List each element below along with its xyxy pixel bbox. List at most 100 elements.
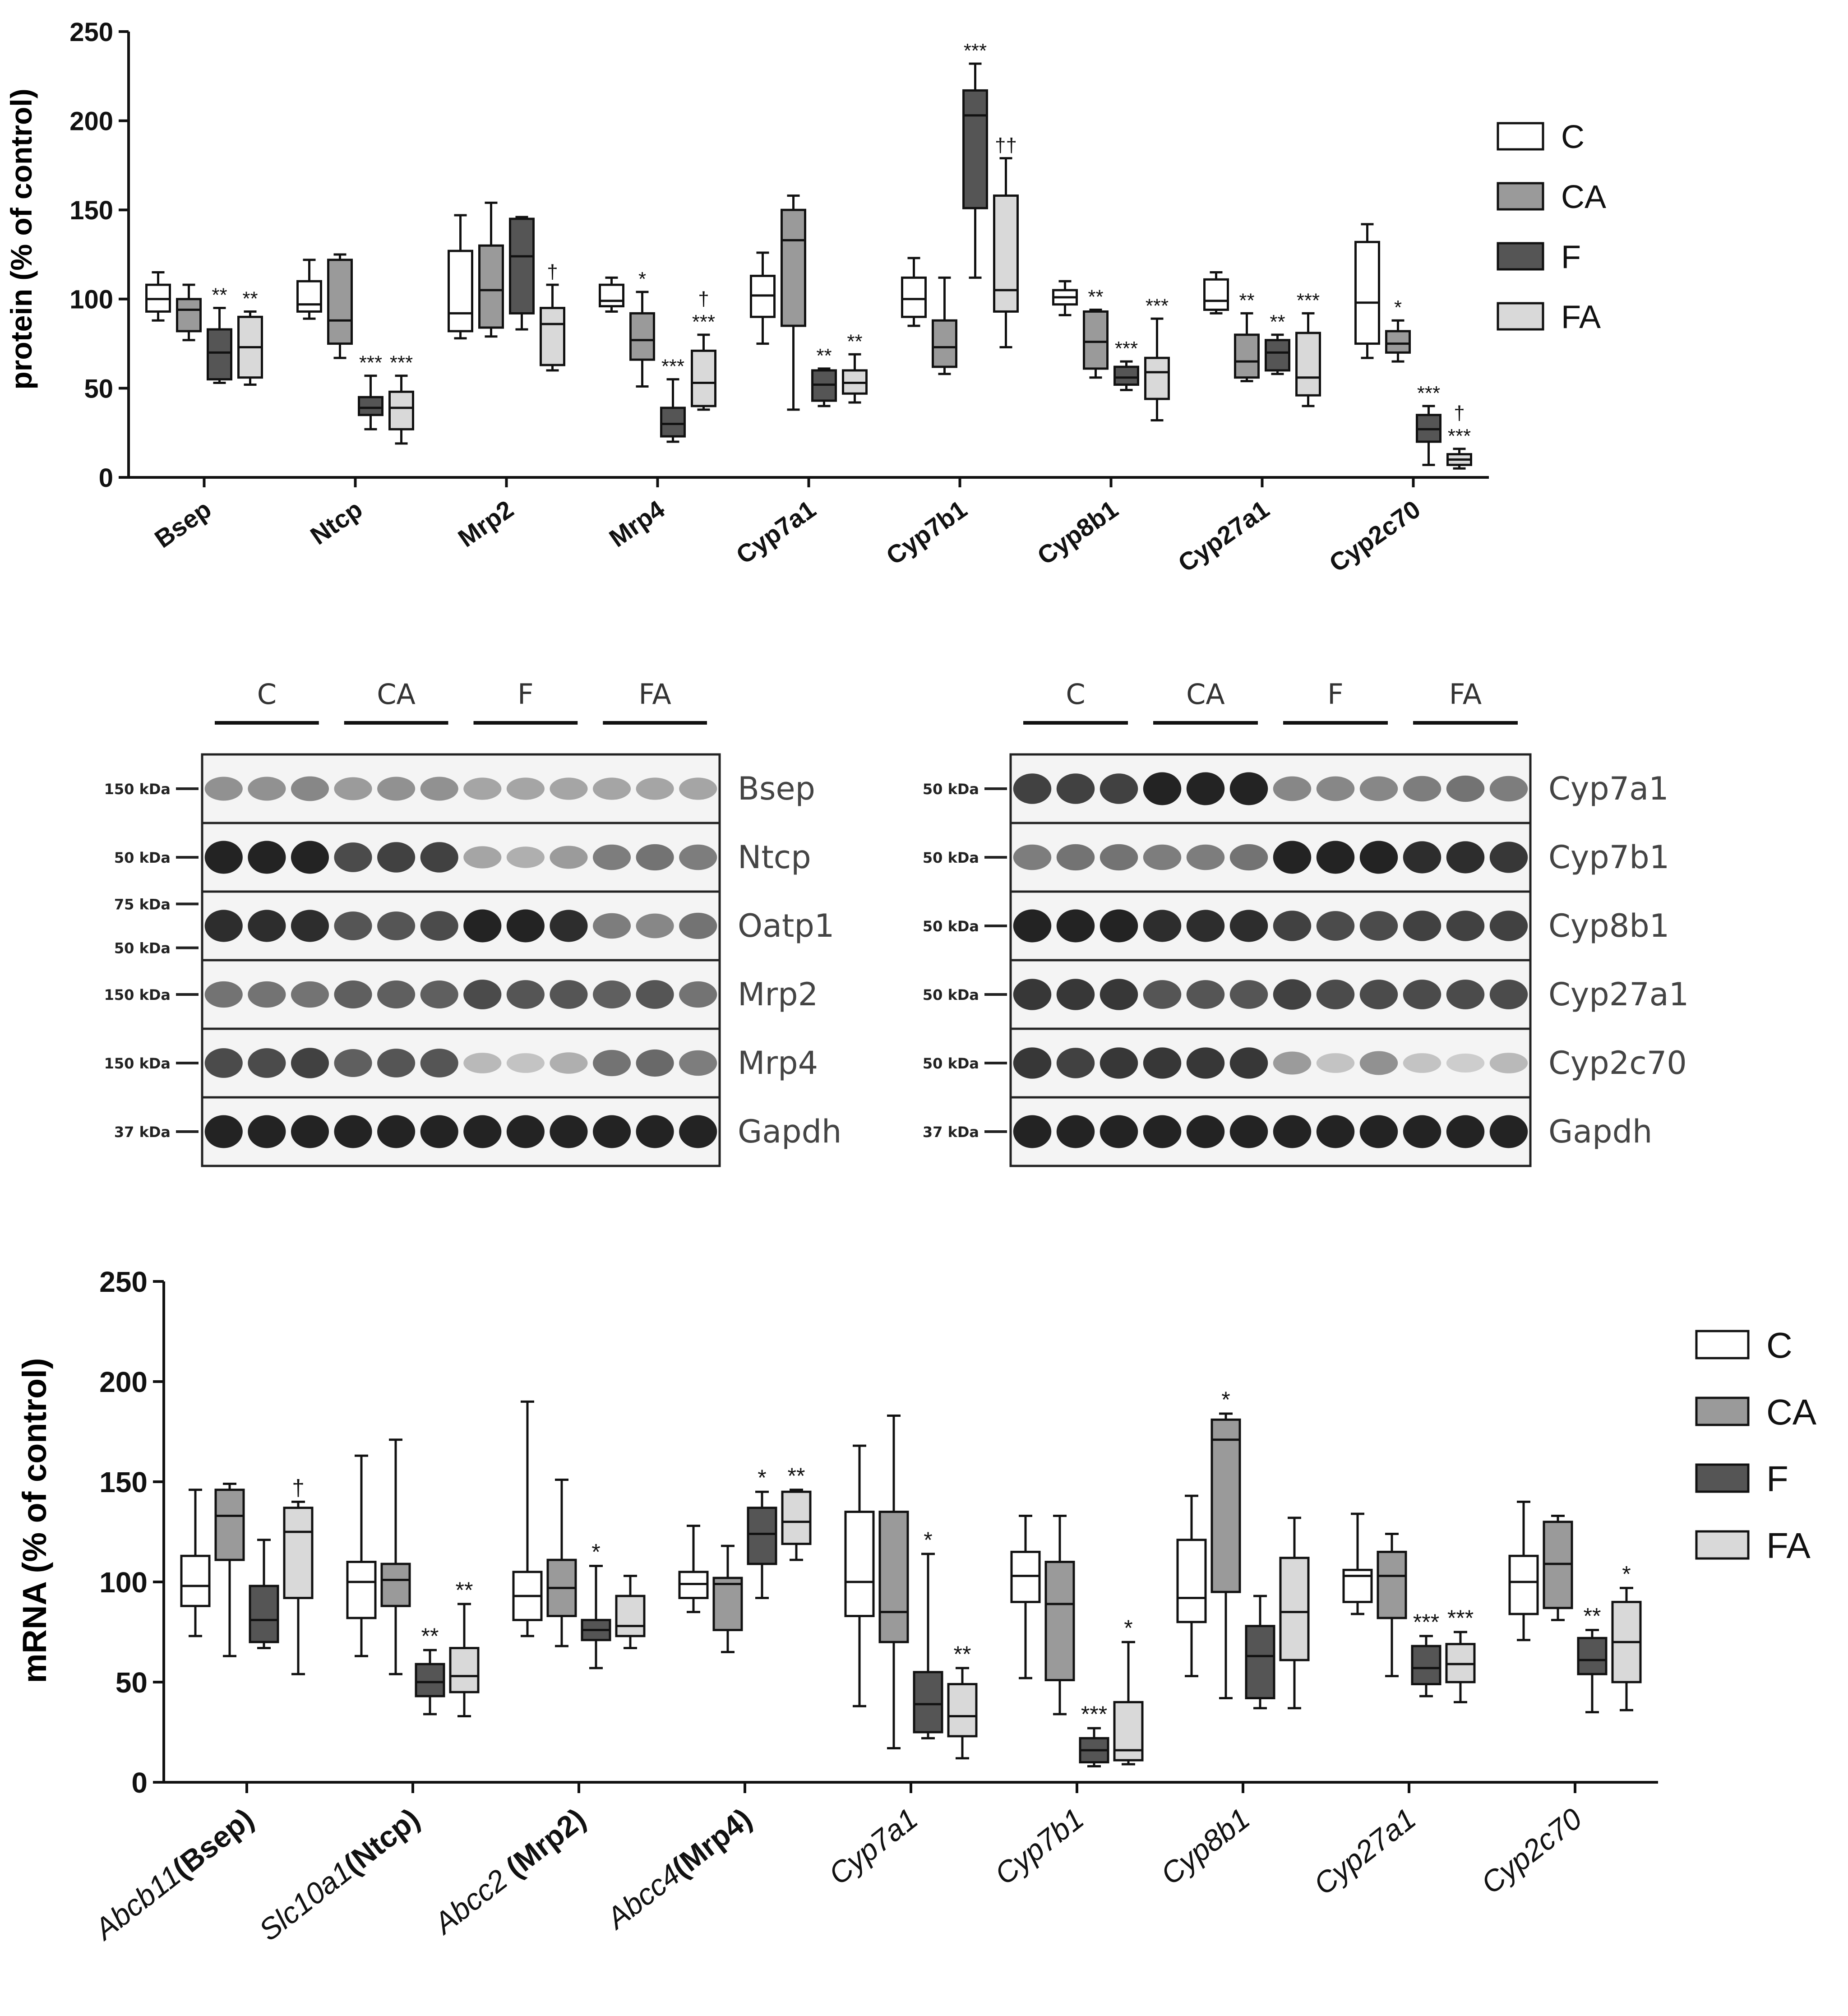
blot-band bbox=[1100, 979, 1138, 1010]
blot-row-label: Cyp7a1 bbox=[1548, 770, 1669, 807]
box-iqr bbox=[249, 1585, 279, 1643]
box-iqr bbox=[1234, 333, 1260, 379]
blot-band bbox=[291, 1048, 329, 1078]
blot-band bbox=[1143, 844, 1182, 870]
blot-row-label: Cyp7b1 bbox=[1548, 839, 1669, 876]
blot-panel-Gapdh bbox=[1009, 1096, 1532, 1167]
box-iqr bbox=[947, 1683, 978, 1738]
blot-row-label: Ntcp bbox=[738, 839, 811, 876]
mrna-box-C bbox=[1176, 1494, 1207, 1678]
box-iqr bbox=[660, 407, 686, 438]
blot-group-label-F: F bbox=[1327, 678, 1344, 711]
blot-marker-label: 75 kDa bbox=[114, 896, 171, 913]
protein-significance-label: *** bbox=[1297, 289, 1320, 311]
blot-marker-label: 50 kDa bbox=[114, 940, 171, 957]
blot-band bbox=[550, 1052, 588, 1074]
blot-band bbox=[1273, 979, 1312, 1010]
blot-band bbox=[592, 777, 631, 800]
legend-label-FA: FA bbox=[1561, 299, 1601, 335]
blot-panel-Mrp4 bbox=[201, 1027, 721, 1099]
mrna-box-C bbox=[346, 1454, 377, 1657]
blot-band bbox=[248, 910, 286, 942]
blot-band bbox=[1316, 776, 1355, 801]
blot-band bbox=[1316, 1053, 1355, 1073]
blot-band bbox=[679, 912, 717, 939]
mrna-significance-label: *** bbox=[1413, 1609, 1439, 1635]
box-iqr bbox=[901, 276, 927, 318]
box-iqr bbox=[781, 208, 806, 327]
protein-box-CA bbox=[1234, 312, 1260, 383]
protein-box-F bbox=[1113, 360, 1139, 391]
box-iqr bbox=[1279, 1557, 1310, 1661]
blot-band bbox=[1100, 844, 1138, 871]
box-iqr bbox=[1265, 339, 1290, 372]
western-blot-right: C CA F FA Cyp7a1 50 kDa Cyp7b1 50 kDa Cyp8b1 50 k… bbox=[923, 678, 1689, 1167]
box-iqr bbox=[878, 1511, 909, 1643]
mrna-box-FA bbox=[1113, 1641, 1144, 1766]
box-iqr bbox=[844, 1511, 875, 1617]
blot-panel-Gapdh bbox=[201, 1096, 721, 1167]
blot-band bbox=[248, 777, 286, 801]
blot-band bbox=[1013, 844, 1052, 870]
box-iqr bbox=[380, 1563, 411, 1607]
protein-significance-label: ** bbox=[847, 330, 862, 352]
blot-band bbox=[1446, 841, 1485, 874]
protein-box-F bbox=[660, 378, 686, 443]
protein-significance-label: ** bbox=[1088, 286, 1103, 308]
protein-box-FA bbox=[1144, 317, 1170, 422]
blot-band bbox=[1359, 776, 1398, 801]
legend-label-F: F bbox=[1766, 1459, 1788, 1499]
blot-band bbox=[1100, 1115, 1138, 1148]
blot-band bbox=[592, 1115, 631, 1148]
protein-box-F bbox=[358, 375, 383, 430]
blot-band bbox=[204, 777, 243, 801]
blot-band bbox=[204, 1048, 243, 1078]
box-iqr bbox=[207, 328, 232, 381]
box-iqr bbox=[180, 1554, 211, 1607]
blot-band bbox=[1013, 773, 1052, 804]
mrna-box-FA bbox=[781, 1489, 812, 1561]
box-iqr bbox=[176, 298, 202, 333]
box-iqr bbox=[1508, 1554, 1539, 1615]
blot-group-label-FA: FA bbox=[1449, 678, 1482, 711]
box-iqr bbox=[358, 396, 383, 416]
mrna-significance-label: *** bbox=[1447, 1605, 1474, 1631]
protein-box-FA bbox=[388, 375, 414, 445]
mrna-box-FA bbox=[947, 1667, 978, 1760]
mrna-box-F bbox=[747, 1490, 777, 1600]
box-iqr bbox=[1577, 1637, 1608, 1675]
mrna-box-CA bbox=[1377, 1532, 1407, 1678]
protein-y-tick-label: 0 bbox=[99, 463, 113, 493]
mrna-box-C bbox=[180, 1489, 211, 1637]
blot-marker-label: 50 kDa bbox=[923, 1055, 979, 1072]
blot-band bbox=[204, 1115, 243, 1148]
protein-box-FA bbox=[1295, 312, 1321, 407]
box-iqr bbox=[913, 1671, 943, 1734]
blot-band bbox=[1403, 776, 1441, 802]
protein-box-CA bbox=[1385, 319, 1411, 363]
box-iqr bbox=[1411, 1645, 1441, 1685]
blot-band bbox=[1186, 844, 1225, 870]
protein-box-CA bbox=[1083, 309, 1109, 379]
protein-significance-label: † bbox=[698, 288, 709, 310]
protein-significance-label: *** bbox=[390, 352, 413, 374]
mrna-box-CA bbox=[1044, 1514, 1075, 1715]
protein-significance-label: † bbox=[1454, 402, 1465, 424]
blot-band bbox=[1143, 980, 1182, 1009]
legend-swatch-FA bbox=[1695, 1530, 1750, 1560]
box-iqr bbox=[388, 390, 414, 430]
mrna-y-tick-label: 200 bbox=[99, 1366, 148, 1398]
protein-box-C bbox=[448, 214, 473, 340]
mrna-box-CA bbox=[546, 1479, 577, 1647]
blot-group-label-F: F bbox=[517, 678, 534, 711]
blot-row-label: Cyp27a1 bbox=[1548, 976, 1689, 1013]
blot-band bbox=[1489, 1115, 1528, 1148]
blot-band bbox=[334, 980, 372, 1009]
blot-band bbox=[550, 1115, 588, 1148]
protein-significance-label: ** bbox=[1239, 289, 1254, 311]
blot-band bbox=[1143, 1115, 1182, 1148]
blot-band bbox=[291, 1115, 329, 1148]
mrna-box-CA bbox=[380, 1438, 411, 1675]
protein-significance-label: † bbox=[547, 261, 558, 283]
box-iqr bbox=[1113, 365, 1139, 386]
